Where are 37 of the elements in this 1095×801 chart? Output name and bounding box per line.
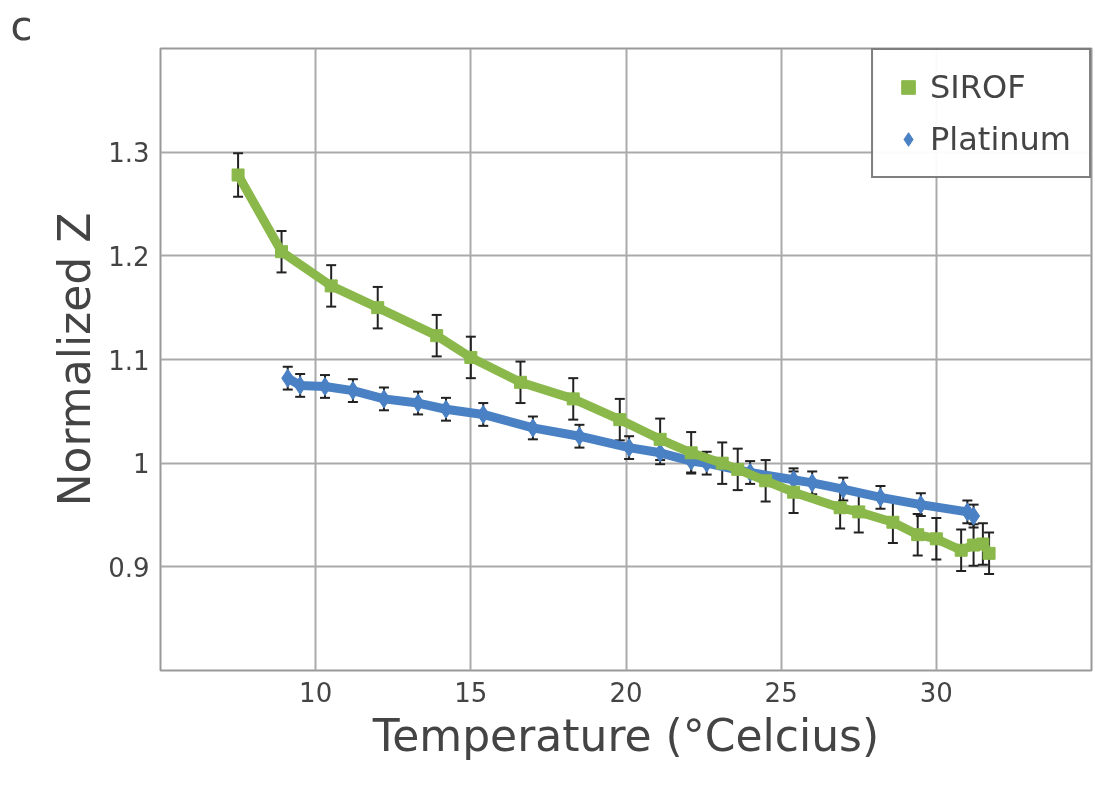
point xyxy=(759,474,773,488)
point xyxy=(513,375,527,389)
y-tick-label: 0.9 xyxy=(108,552,150,583)
y-tick-label: 1.3 xyxy=(108,138,150,169)
x-tick-label: 20 xyxy=(609,677,643,708)
point xyxy=(430,329,444,343)
point xyxy=(731,462,745,476)
point xyxy=(275,245,289,259)
point xyxy=(715,456,729,470)
point xyxy=(833,501,847,515)
y-tick-label: 1 xyxy=(132,449,150,480)
x-tick-label: 25 xyxy=(764,677,798,708)
point xyxy=(929,532,943,546)
x-tick-label: 30 xyxy=(919,677,953,708)
point xyxy=(787,485,801,499)
x-axis-title: Temperature (°Celcius) xyxy=(371,709,880,761)
point xyxy=(231,168,245,182)
y-tick-label: 1.2 xyxy=(108,241,150,272)
point xyxy=(954,543,968,557)
chart-title: c xyxy=(10,2,33,49)
point xyxy=(886,515,900,529)
y-axis-title: Normalized Z xyxy=(49,212,101,507)
point xyxy=(684,446,698,460)
point xyxy=(324,279,338,293)
point xyxy=(852,505,866,519)
point xyxy=(464,350,478,364)
point xyxy=(653,432,667,446)
legend-label: SIROF xyxy=(930,68,1026,106)
legend-label: Platinum xyxy=(930,120,1071,158)
x-tick-label: 15 xyxy=(454,677,488,708)
x-tick-label: 10 xyxy=(299,677,333,708)
y-tick-label: 1.1 xyxy=(108,345,150,376)
point xyxy=(982,546,996,560)
point xyxy=(911,528,925,542)
point xyxy=(566,392,580,406)
point xyxy=(613,413,627,427)
point xyxy=(371,301,385,315)
